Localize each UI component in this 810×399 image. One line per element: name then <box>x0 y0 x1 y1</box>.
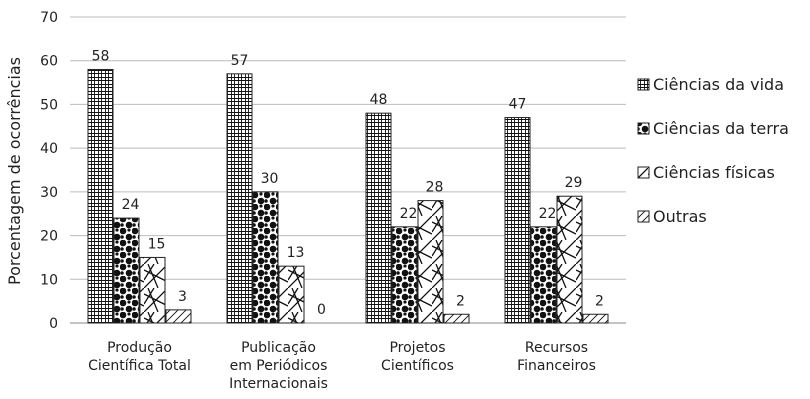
bar <box>165 309 192 324</box>
x-tick-label: Projetos Científicos <box>381 340 454 374</box>
y-tick-label: 20 <box>40 229 58 245</box>
legend-label: Ciências da terra <box>653 119 789 138</box>
bar <box>391 226 418 324</box>
legend-swatch <box>637 166 650 179</box>
data-label: 30 <box>261 171 279 187</box>
bar <box>278 265 305 324</box>
y-axis-title: Porcentagem de ocorrências <box>5 57 24 285</box>
bar <box>87 68 114 324</box>
legend-swatch <box>637 122 650 135</box>
data-label: 48 <box>370 92 388 108</box>
bar <box>504 117 531 324</box>
y-tick-label: 40 <box>40 141 58 157</box>
x-tick-label: Produção Científica Total <box>88 340 191 374</box>
data-label: 2 <box>456 293 465 309</box>
x-tick-label: Recursos Financeiros <box>517 340 596 374</box>
y-tick-label: 0 <box>49 316 58 332</box>
y-tick-label: 50 <box>40 97 58 113</box>
legend-label: Ciências da vida <box>653 75 784 94</box>
data-label: 0 <box>317 302 326 318</box>
bar <box>252 191 279 324</box>
bar <box>139 256 166 324</box>
data-label: 47 <box>509 97 527 113</box>
data-label: 22 <box>400 206 418 222</box>
data-label: 57 <box>231 53 249 69</box>
y-tick-label: 10 <box>40 272 58 288</box>
bars <box>87 68 609 324</box>
data-labels: 58 24 15 3 57 30 13 0 48 22 28 2 47 22 29 2 <box>92 48 604 318</box>
y-tick-label: 70 <box>40 10 58 26</box>
y-tick-label: 60 <box>40 54 58 70</box>
bar <box>417 200 444 324</box>
data-label: 29 <box>565 175 583 191</box>
legend: Ciências da vida Ciências da terra Ciência… <box>637 75 789 226</box>
y-axis: 0 10 20 30 40 50 60 70 <box>40 10 58 332</box>
bar <box>365 112 392 324</box>
bar <box>113 217 140 324</box>
data-label: 24 <box>122 197 140 213</box>
data-label: 3 <box>178 289 187 305</box>
legend-label: Ciências físicas <box>653 163 775 182</box>
bar <box>556 195 583 324</box>
legend-label: Outras <box>653 207 707 226</box>
bar <box>530 226 557 324</box>
data-label: 13 <box>287 245 305 261</box>
data-label: 2 <box>595 293 604 309</box>
y-tick-label: 30 <box>40 185 58 201</box>
x-tick-label: Publicação em Periódicos Internacionais <box>229 340 328 392</box>
bar <box>443 313 470 324</box>
data-label: 28 <box>426 180 444 196</box>
legend-swatch <box>637 78 650 91</box>
bar <box>226 73 253 324</box>
bar <box>582 313 609 324</box>
x-axis-categories: Produção Científica Total Publicação em Per… <box>88 340 596 392</box>
data-label: 15 <box>148 236 166 252</box>
data-label: 58 <box>92 48 110 64</box>
data-label: 22 <box>539 206 557 222</box>
legend-swatch <box>637 210 650 223</box>
